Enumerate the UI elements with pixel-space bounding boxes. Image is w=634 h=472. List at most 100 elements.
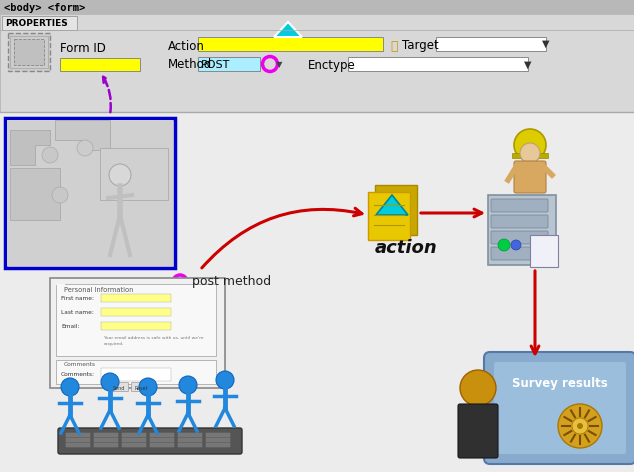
FancyBboxPatch shape	[375, 185, 417, 235]
FancyBboxPatch shape	[512, 153, 548, 158]
Circle shape	[139, 378, 157, 396]
FancyBboxPatch shape	[150, 433, 174, 437]
FancyBboxPatch shape	[122, 438, 146, 442]
Text: Comments: Comments	[64, 362, 96, 368]
FancyBboxPatch shape	[205, 433, 230, 437]
FancyBboxPatch shape	[58, 428, 242, 454]
FancyBboxPatch shape	[484, 352, 634, 464]
Polygon shape	[376, 195, 408, 215]
Text: 🗀: 🗀	[390, 40, 398, 52]
FancyBboxPatch shape	[205, 443, 230, 447]
FancyBboxPatch shape	[368, 192, 410, 240]
FancyBboxPatch shape	[491, 215, 548, 228]
Circle shape	[520, 143, 540, 163]
Circle shape	[460, 370, 496, 406]
FancyBboxPatch shape	[458, 404, 498, 458]
FancyBboxPatch shape	[8, 33, 50, 71]
FancyBboxPatch shape	[7, 120, 173, 266]
Circle shape	[77, 140, 93, 156]
Circle shape	[558, 404, 602, 448]
Text: PROPERTIES: PROPERTIES	[5, 18, 68, 27]
Circle shape	[179, 376, 197, 394]
FancyBboxPatch shape	[0, 0, 634, 14]
FancyBboxPatch shape	[131, 382, 150, 391]
Polygon shape	[10, 168, 60, 220]
FancyBboxPatch shape	[2, 16, 77, 30]
Polygon shape	[55, 120, 110, 150]
Text: Form ID: Form ID	[60, 42, 106, 54]
Text: POST: POST	[201, 60, 230, 70]
FancyBboxPatch shape	[94, 443, 119, 447]
Text: First name:: First name:	[61, 296, 94, 302]
FancyBboxPatch shape	[56, 360, 216, 384]
Circle shape	[514, 129, 546, 161]
Circle shape	[52, 187, 68, 203]
Text: Send: Send	[113, 386, 125, 390]
Text: Survey results: Survey results	[512, 378, 608, 390]
Text: Method: Method	[168, 59, 212, 71]
FancyBboxPatch shape	[14, 39, 44, 65]
FancyBboxPatch shape	[56, 284, 216, 356]
FancyBboxPatch shape	[491, 199, 548, 212]
FancyBboxPatch shape	[348, 57, 528, 71]
FancyBboxPatch shape	[0, 14, 634, 112]
FancyBboxPatch shape	[205, 438, 230, 442]
FancyBboxPatch shape	[101, 368, 171, 381]
FancyBboxPatch shape	[94, 438, 119, 442]
Text: <body> <form>: <body> <form>	[4, 3, 85, 13]
FancyBboxPatch shape	[122, 433, 146, 437]
FancyBboxPatch shape	[150, 438, 174, 442]
FancyBboxPatch shape	[110, 382, 129, 391]
Text: Enctype: Enctype	[308, 59, 356, 71]
FancyBboxPatch shape	[178, 433, 202, 437]
Circle shape	[61, 378, 79, 396]
FancyBboxPatch shape	[436, 37, 546, 51]
Polygon shape	[100, 148, 168, 200]
FancyBboxPatch shape	[66, 438, 90, 442]
FancyBboxPatch shape	[101, 294, 171, 302]
FancyBboxPatch shape	[101, 308, 171, 316]
Text: post method: post method	[192, 276, 271, 288]
Text: ▼: ▼	[524, 60, 531, 70]
FancyBboxPatch shape	[514, 161, 546, 193]
Circle shape	[572, 418, 588, 434]
FancyBboxPatch shape	[491, 247, 548, 260]
Text: ▼: ▼	[542, 39, 550, 49]
Text: action: action	[375, 239, 437, 257]
Text: Email:: Email:	[61, 325, 79, 329]
FancyBboxPatch shape	[101, 322, 171, 330]
Circle shape	[101, 373, 119, 391]
FancyBboxPatch shape	[66, 443, 90, 447]
FancyBboxPatch shape	[150, 443, 174, 447]
Polygon shape	[10, 130, 50, 165]
Text: Target: Target	[402, 40, 439, 52]
FancyBboxPatch shape	[5, 118, 175, 268]
FancyBboxPatch shape	[50, 278, 225, 388]
FancyBboxPatch shape	[488, 195, 556, 265]
FancyBboxPatch shape	[198, 57, 260, 71]
FancyBboxPatch shape	[178, 443, 202, 447]
Text: acquired.: acquired.	[104, 342, 124, 346]
FancyBboxPatch shape	[60, 58, 140, 71]
Text: Personal Information: Personal Information	[64, 287, 133, 293]
Text: Reset: Reset	[134, 386, 148, 390]
FancyBboxPatch shape	[178, 438, 202, 442]
FancyBboxPatch shape	[94, 433, 119, 437]
Text: Comments:: Comments:	[61, 371, 95, 377]
FancyBboxPatch shape	[530, 235, 558, 267]
Circle shape	[511, 240, 521, 250]
FancyBboxPatch shape	[122, 443, 146, 447]
FancyBboxPatch shape	[494, 362, 626, 454]
Circle shape	[498, 239, 510, 251]
Text: ▼: ▼	[276, 60, 283, 69]
FancyBboxPatch shape	[491, 231, 548, 244]
FancyBboxPatch shape	[66, 433, 90, 437]
Polygon shape	[274, 22, 302, 37]
Circle shape	[42, 147, 58, 163]
Text: Action: Action	[168, 40, 205, 52]
FancyBboxPatch shape	[198, 37, 383, 51]
Text: Your email address is safe with us, until we're: Your email address is safe with us, unti…	[104, 336, 204, 340]
Circle shape	[216, 371, 234, 389]
Text: Last name:: Last name:	[61, 311, 94, 315]
Circle shape	[577, 423, 583, 429]
